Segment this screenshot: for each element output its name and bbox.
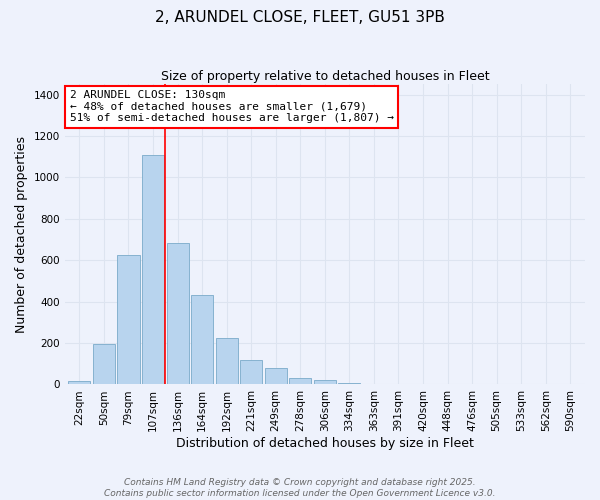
Text: 2 ARUNDEL CLOSE: 130sqm
← 48% of detached houses are smaller (1,679)
51% of semi: 2 ARUNDEL CLOSE: 130sqm ← 48% of detache… [70,90,394,124]
Text: Contains HM Land Registry data © Crown copyright and database right 2025.
Contai: Contains HM Land Registry data © Crown c… [104,478,496,498]
Bar [314,380,336,384]
Bar [289,378,311,384]
Bar [118,254,140,384]
Bar [167,242,188,384]
Bar [93,344,115,385]
Bar [215,338,238,384]
Bar [68,382,91,384]
Bar [191,296,213,384]
X-axis label: Distribution of detached houses by size in Fleet: Distribution of detached houses by size … [176,437,474,450]
Title: Size of property relative to detached houses in Fleet: Size of property relative to detached ho… [161,70,489,83]
Bar [142,154,164,384]
Y-axis label: Number of detached properties: Number of detached properties [15,136,28,333]
Bar [265,368,287,384]
Bar [240,360,262,384]
Text: 2, ARUNDEL CLOSE, FLEET, GU51 3PB: 2, ARUNDEL CLOSE, FLEET, GU51 3PB [155,10,445,25]
